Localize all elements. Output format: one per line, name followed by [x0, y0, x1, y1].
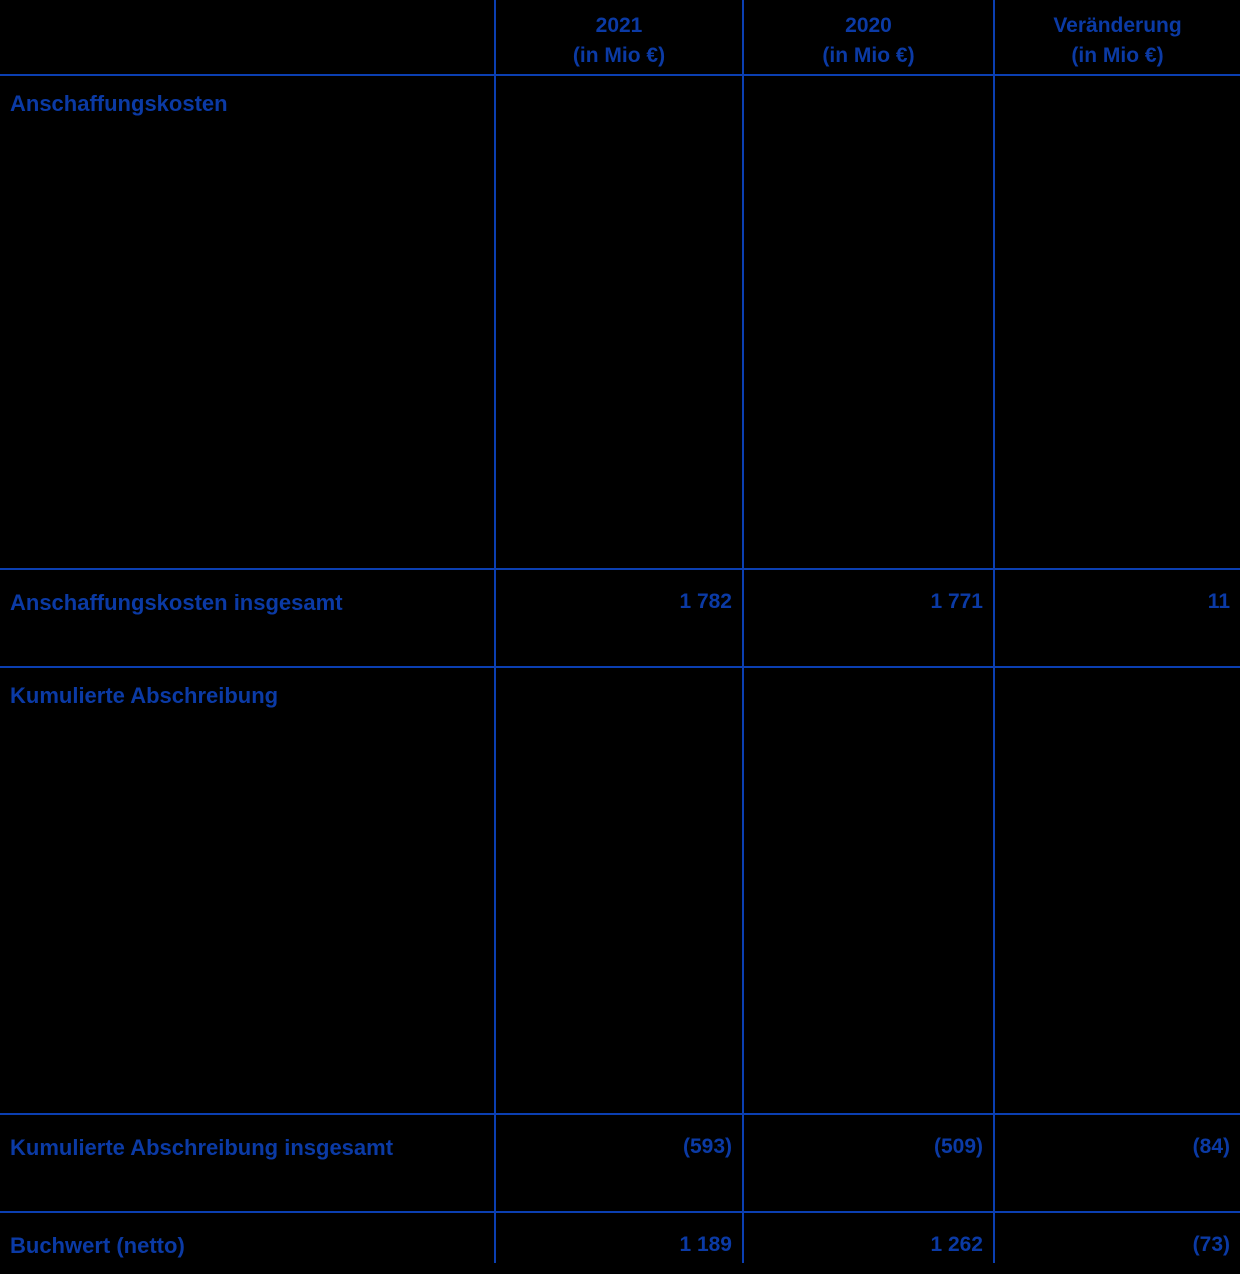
buchwert-netto-2020: 1 262 [742, 1213, 993, 1263]
section-kumulierte-abschreibung-cell-veraenderung [993, 668, 1240, 1115]
section-kumulierte-abschreibung-cell-2021 [494, 668, 742, 1115]
header-col-2021: 2021 (in Mio €) [494, 0, 742, 76]
header-veraenderung-unit: (in Mio €) [1071, 44, 1164, 67]
anschaffungskosten-insgesamt-2020: 1 771 [742, 570, 993, 668]
header-col-2020: 2020 (in Mio €) [742, 0, 993, 76]
section-kumulierte-abschreibung-cell-2020 [742, 668, 993, 1115]
header-2020-year: 2020 [845, 14, 892, 37]
kumulierte-abschreibung-insgesamt-2020: (509) [742, 1115, 993, 1213]
header-row-label-cell [0, 0, 494, 76]
header-2021-unit: (in Mio €) [572, 44, 666, 67]
section-kumulierte-abschreibung-label: Kumulierte Abschreibung [0, 668, 494, 1115]
section-anschaffungskosten-cell-veraenderung [993, 76, 1240, 570]
buchwert-netto-veraenderung: (73) [993, 1213, 1240, 1263]
kumulierte-abschreibung-insgesamt-2021: (593) [494, 1115, 742, 1213]
header-2021-year: 2021 [595, 14, 643, 37]
kumulierte-abschreibung-insgesamt-label: Kumulierte Abschreibung insgesamt [0, 1115, 494, 1213]
header-2020-unit: (in Mio €) [822, 44, 915, 67]
buchwert-netto-2021: 1 189 [494, 1213, 742, 1263]
anschaffungskosten-insgesamt-veraenderung: 11 [993, 570, 1240, 668]
section-anschaffungskosten-label: Anschaffungskosten [0, 76, 494, 570]
anschaffungskosten-insgesamt-2021: 1 782 [494, 570, 742, 668]
header-veraenderung-year: Veränderung [1053, 14, 1182, 37]
buchwert-netto-label: Buchwert (netto) [10, 1233, 185, 1258]
header-col-veraenderung: Veränderung (in Mio €) [993, 0, 1240, 76]
section-anschaffungskosten-cell-2021 [494, 76, 742, 570]
anschaffungskosten-insgesamt-label: Anschaffungskosten insgesamt [0, 570, 494, 668]
kumulierte-abschreibung-insgesamt-veraenderung: (84) [993, 1115, 1240, 1213]
section-anschaffungskosten-cell-2020 [742, 76, 993, 570]
